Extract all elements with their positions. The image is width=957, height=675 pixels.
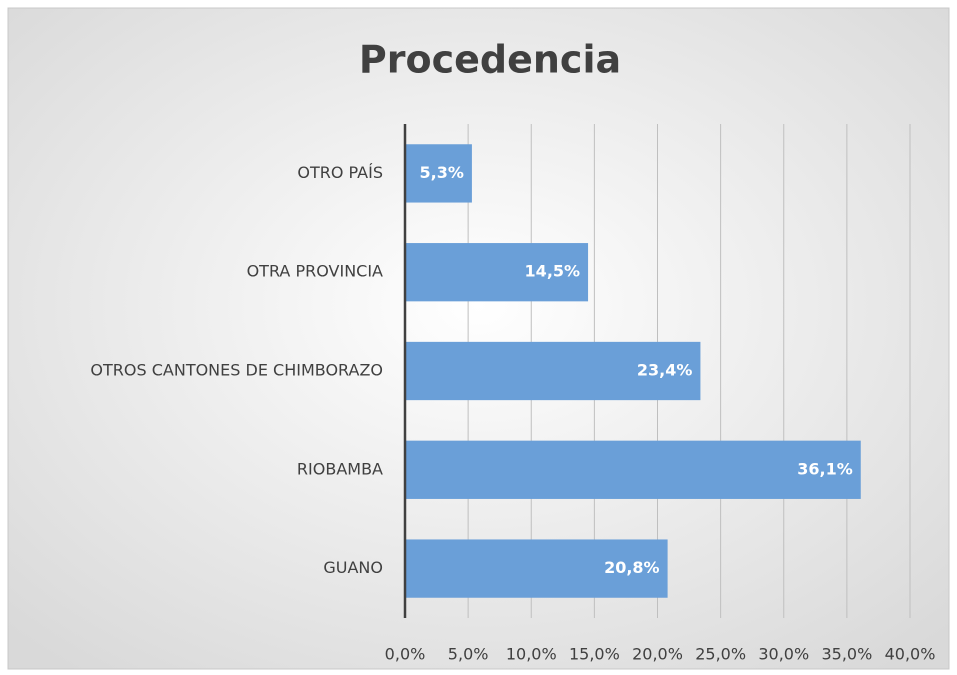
value-label: 5,3% <box>420 163 464 182</box>
bar <box>405 539 668 598</box>
bar <box>405 144 472 203</box>
x-tick-label: 5,0% <box>448 645 489 664</box>
value-label: 20,8% <box>604 558 660 577</box>
chart-title: Procedencia <box>359 38 621 82</box>
x-tick-label: 40,0% <box>885 645 936 664</box>
bar <box>405 341 701 401</box>
bar <box>405 440 861 499</box>
y-tick-label: OTRA PROVINCIA <box>247 262 383 281</box>
y-tick-label: RIOBAMBA <box>297 459 383 478</box>
x-tick-label: 20,0% <box>632 645 683 664</box>
x-tick-label: 30,0% <box>758 645 809 664</box>
x-tick-label: 25,0% <box>695 645 746 664</box>
value-label: 36,1% <box>797 459 853 478</box>
x-tick-label: 15,0% <box>569 645 620 664</box>
value-label: 14,5% <box>525 262 581 281</box>
x-tick-label: 10,0% <box>506 645 557 664</box>
y-tick-label: GUANO <box>323 558 383 577</box>
x-tick-label: 35,0% <box>821 645 872 664</box>
bar <box>405 243 589 302</box>
y-tick-label: OTRO PAÍS <box>297 163 383 182</box>
x-tick-label: 0,0% <box>385 645 426 664</box>
value-label: 23,4% <box>637 361 693 380</box>
y-tick-label: OTROS CANTONES DE CHIMBORAZO <box>90 361 383 380</box>
